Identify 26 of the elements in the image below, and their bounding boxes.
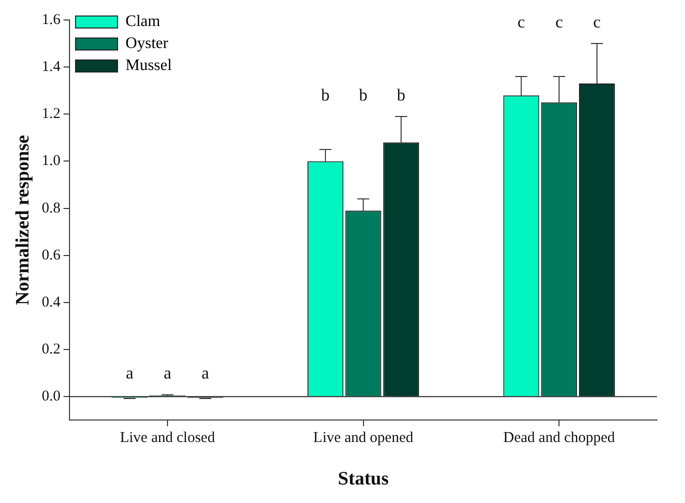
annotation: b [321,85,330,104]
x-tick-label: Live and closed [120,430,216,446]
annotation: c [517,12,526,32]
y-tick-label: 0.2 [42,342,61,358]
annotation: a [126,364,134,383]
x-axis-title: Status [338,468,389,490]
y-tick-label: 1.4 [42,59,62,76]
y-tick-label: 0.0 [42,388,61,405]
legend-label: Clam [126,13,161,30]
y-tick-label: 0.8 [42,200,61,216]
x-tick-label: Dead and chopped [503,430,616,446]
annotation: c [555,12,564,32]
y-tick-label: 1.2 [42,106,61,122]
x-tick-label: Live and opened [313,430,414,446]
legend-label: Mussel [126,57,172,74]
annotation: c [593,12,602,32]
annotation: b [359,85,368,104]
legend-label: Oyster [126,35,169,52]
y-axis-title: Normalized response [12,135,34,306]
annotation: a [164,364,172,383]
y-tick-label: 0.4 [42,294,62,310]
y-tick-label: 1.6 [42,12,62,28]
annotation: b [396,85,406,104]
annotation: a [202,364,210,383]
y-tick-label: 0.6 [42,247,62,264]
y-tick-label: 1.0 [42,153,61,170]
